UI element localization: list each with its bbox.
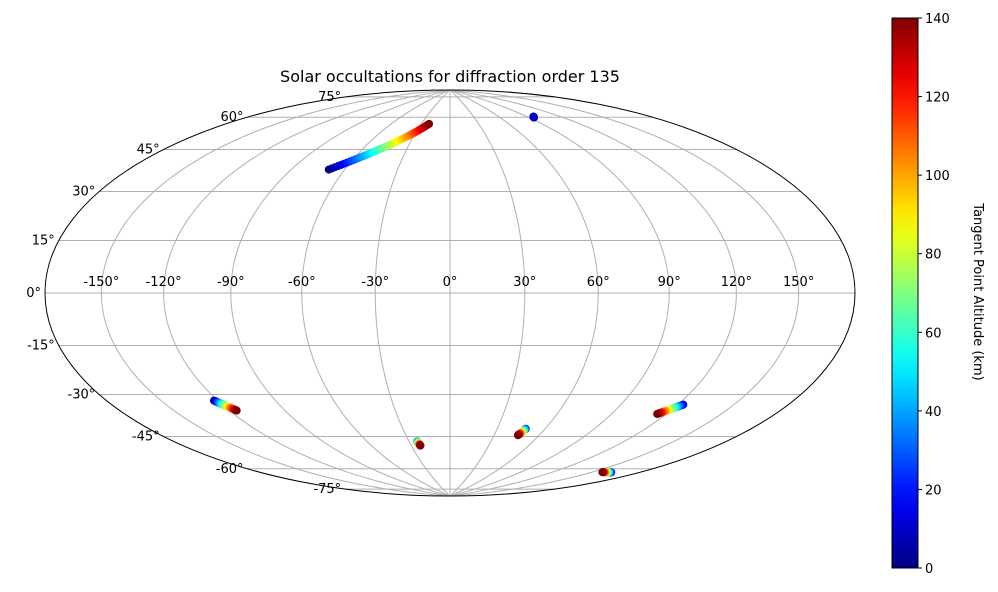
lat-tick-label: -15° <box>27 339 55 354</box>
lon-tick-label: 150° <box>783 275 814 290</box>
colorbar-tick-label: 20 <box>925 483 942 498</box>
lon-tick-label: 0° <box>443 275 458 290</box>
meridian-line <box>374 89 451 497</box>
lat-tick-label: -60° <box>216 462 244 477</box>
occultation-point <box>425 119 434 128</box>
lon-tick-label: 120° <box>721 275 752 290</box>
meridian-line <box>449 89 670 497</box>
colorbar: 0 20 40 60 80 100 120 140 Tangent Point Altitud… <box>891 12 985 577</box>
map-boundary <box>44 89 856 497</box>
lat-tick-label: 75° <box>318 90 341 105</box>
meridian-line <box>301 89 451 497</box>
colorbar-tick-label: 100 <box>925 169 950 184</box>
occultation-point <box>598 468 607 477</box>
occultation-point <box>513 431 522 440</box>
meridian-line <box>449 89 800 497</box>
lon-tick-label: 90° <box>658 275 681 290</box>
meridian-line <box>100 89 451 497</box>
lon-tick-label: 30° <box>513 275 536 290</box>
chart-title: Solar occultations for diffraction order… <box>280 67 620 86</box>
lat-tick-label: 0° <box>26 286 41 301</box>
lat-tick-label: -30° <box>68 388 96 403</box>
occultation-point <box>529 112 538 121</box>
lat-tick-label: -45° <box>132 430 160 445</box>
lon-tick-label: 60° <box>587 275 610 290</box>
meridian-line <box>449 89 737 497</box>
meridian-line <box>163 89 451 497</box>
colorbar-tick-label: 140 <box>925 12 950 27</box>
latitude-tick-labels: -75° -60° -45° -30° -15° 0° 15° 30° 45° 60° 75° <box>26 90 341 497</box>
colorbar-tick-label: 40 <box>925 405 942 420</box>
colorbar-tick-label: 60 <box>925 326 942 341</box>
graticule <box>45 89 855 497</box>
occultation-point <box>653 409 662 418</box>
occultation-point <box>232 406 241 415</box>
lon-tick-label: -30° <box>361 275 389 290</box>
lat-tick-label: 15° <box>32 233 55 248</box>
lon-tick-label: -60° <box>288 275 316 290</box>
occultation-points <box>209 112 688 477</box>
colorbar-tick-label: 80 <box>925 248 942 263</box>
lat-tick-label: 45° <box>137 142 160 157</box>
meridian-line <box>230 89 451 497</box>
lat-tick-label: 60° <box>220 110 243 125</box>
colorbar-label: Tangent Point Altitude (km) <box>970 202 985 380</box>
lat-tick-label: 30° <box>72 185 95 200</box>
lon-tick-label: -120° <box>146 275 182 290</box>
occultation-point <box>416 441 425 450</box>
colorbar-tick-label: 0 <box>925 562 933 577</box>
longitude-tick-labels: -150° -120° -90° -60° -30° 0° 30° 60° 90° 120° 150… <box>83 275 814 290</box>
colorbar-tick-label: 120 <box>925 91 950 106</box>
meridian-line <box>449 89 599 497</box>
lat-tick-label: -75° <box>313 482 341 497</box>
lon-tick-label: -150° <box>83 275 119 290</box>
colorbar-ticks: 0 20 40 60 80 100 120 140 <box>918 12 950 577</box>
colorbar-gradient <box>891 17 919 569</box>
lon-tick-label: -90° <box>217 275 245 290</box>
meridian-line <box>449 89 526 497</box>
